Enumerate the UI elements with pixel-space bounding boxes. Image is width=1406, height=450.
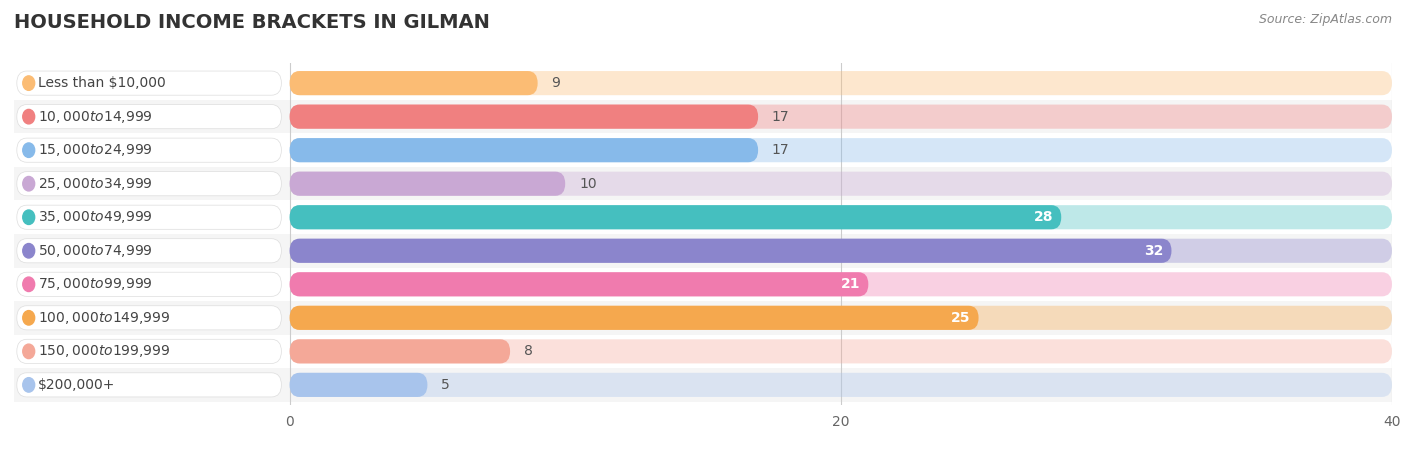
FancyBboxPatch shape [290, 205, 1062, 230]
FancyBboxPatch shape [14, 301, 1392, 335]
Text: 25: 25 [950, 311, 970, 325]
FancyBboxPatch shape [14, 234, 1392, 268]
FancyBboxPatch shape [290, 104, 758, 129]
FancyBboxPatch shape [17, 71, 281, 95]
FancyBboxPatch shape [290, 171, 1392, 196]
FancyBboxPatch shape [290, 339, 1392, 364]
Circle shape [22, 243, 35, 258]
Text: 32: 32 [1144, 244, 1163, 258]
Circle shape [22, 176, 35, 191]
FancyBboxPatch shape [14, 133, 1392, 167]
Text: $100,000 to $149,999: $100,000 to $149,999 [38, 310, 170, 326]
Circle shape [22, 210, 35, 225]
FancyBboxPatch shape [290, 306, 979, 330]
FancyBboxPatch shape [17, 306, 281, 330]
FancyBboxPatch shape [290, 373, 427, 397]
Text: $15,000 to $24,999: $15,000 to $24,999 [38, 142, 152, 158]
Text: HOUSEHOLD INCOME BRACKETS IN GILMAN: HOUSEHOLD INCOME BRACKETS IN GILMAN [14, 14, 489, 32]
Text: $25,000 to $34,999: $25,000 to $34,999 [38, 176, 152, 192]
FancyBboxPatch shape [290, 373, 1392, 397]
Text: $10,000 to $14,999: $10,000 to $14,999 [38, 108, 152, 125]
Circle shape [22, 310, 35, 325]
FancyBboxPatch shape [14, 167, 1392, 200]
Text: Source: ZipAtlas.com: Source: ZipAtlas.com [1258, 14, 1392, 27]
FancyBboxPatch shape [17, 373, 281, 397]
FancyBboxPatch shape [17, 339, 281, 364]
FancyBboxPatch shape [290, 339, 510, 364]
Text: $200,000+: $200,000+ [38, 378, 115, 392]
Text: 8: 8 [524, 344, 533, 358]
FancyBboxPatch shape [290, 238, 1171, 263]
FancyBboxPatch shape [290, 238, 1392, 263]
FancyBboxPatch shape [17, 138, 281, 162]
Circle shape [22, 344, 35, 359]
FancyBboxPatch shape [290, 171, 565, 196]
FancyBboxPatch shape [17, 171, 281, 196]
Text: 28: 28 [1033, 210, 1053, 224]
Text: Less than $10,000: Less than $10,000 [38, 76, 166, 90]
Text: $50,000 to $74,999: $50,000 to $74,999 [38, 243, 152, 259]
FancyBboxPatch shape [290, 71, 537, 95]
FancyBboxPatch shape [290, 138, 758, 162]
FancyBboxPatch shape [14, 200, 1392, 234]
FancyBboxPatch shape [290, 71, 1392, 95]
FancyBboxPatch shape [290, 104, 1392, 129]
Text: $35,000 to $49,999: $35,000 to $49,999 [38, 209, 152, 225]
Circle shape [22, 76, 35, 90]
FancyBboxPatch shape [14, 66, 1392, 100]
FancyBboxPatch shape [290, 138, 1392, 162]
Circle shape [22, 143, 35, 157]
FancyBboxPatch shape [17, 272, 281, 297]
FancyBboxPatch shape [17, 238, 281, 263]
FancyBboxPatch shape [17, 205, 281, 230]
Text: $150,000 to $199,999: $150,000 to $199,999 [38, 343, 170, 360]
Circle shape [22, 277, 35, 292]
Text: $75,000 to $99,999: $75,000 to $99,999 [38, 276, 152, 292]
FancyBboxPatch shape [14, 368, 1392, 402]
FancyBboxPatch shape [290, 306, 1392, 330]
FancyBboxPatch shape [14, 100, 1392, 133]
Text: 9: 9 [551, 76, 561, 90]
Circle shape [22, 109, 35, 124]
FancyBboxPatch shape [14, 335, 1392, 368]
Circle shape [22, 378, 35, 392]
Text: 17: 17 [772, 143, 790, 157]
FancyBboxPatch shape [290, 272, 1392, 297]
FancyBboxPatch shape [290, 272, 869, 297]
FancyBboxPatch shape [14, 268, 1392, 301]
FancyBboxPatch shape [17, 104, 281, 129]
Text: 10: 10 [579, 177, 596, 191]
Text: 5: 5 [441, 378, 450, 392]
FancyBboxPatch shape [290, 205, 1392, 230]
Text: 17: 17 [772, 110, 790, 124]
Text: 21: 21 [841, 277, 860, 291]
